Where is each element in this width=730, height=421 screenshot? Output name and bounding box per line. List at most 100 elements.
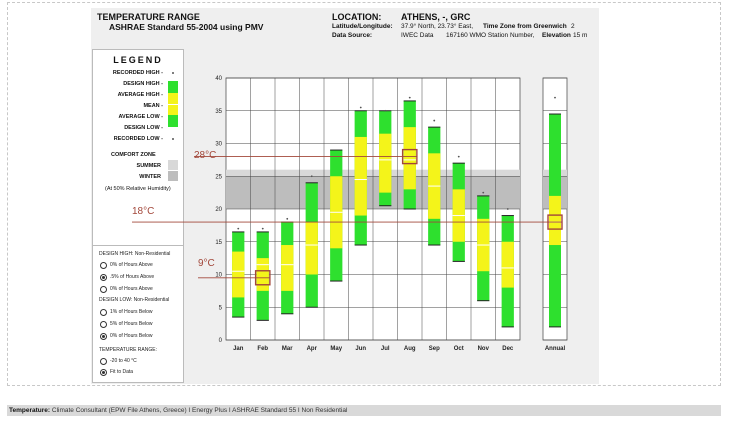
source-value: IWEC Data	[401, 32, 434, 39]
caption-label: Temperature:	[9, 407, 51, 414]
annotation-label: 28°C	[194, 150, 216, 161]
month-jun-average-range-bar	[354, 136, 367, 216]
annotation-label: 9°C	[198, 258, 215, 269]
legend-design-swatch-bottom	[168, 115, 178, 127]
legend-recorded-low: RECORDED LOW -	[113, 136, 163, 142]
x-tick-label: Feb	[257, 346, 268, 352]
design-low-radio-1[interactable]	[100, 321, 107, 328]
design-high-radio-1[interactable]	[100, 274, 107, 281]
y-tick-label: 25	[215, 174, 222, 180]
range-radio-1[interactable]	[100, 369, 107, 376]
legend-summer: SUMMER	[136, 163, 161, 169]
range-option-1: Fit to Data	[110, 369, 134, 375]
y-tick-label: 35	[215, 109, 222, 115]
x-tick-label: May	[330, 346, 342, 352]
y-tick-label: 20	[215, 207, 222, 213]
legend-design-swatch-top	[168, 81, 178, 93]
x-tick-label: Jan	[233, 346, 244, 352]
design-low-option-0: 1% of Hours Below	[110, 309, 153, 315]
y-tick-label: 10	[215, 273, 222, 279]
elevation-label: Elevation	[542, 32, 571, 39]
timezone-label: Time Zone from Greenwich	[483, 23, 567, 30]
design-high-radio-0[interactable]	[100, 262, 107, 269]
annotation-box	[401, 148, 418, 165]
station-value: 167160 WMO Station Number,	[446, 32, 535, 39]
month-oct-recorded-high-point	[457, 155, 460, 158]
month-jun-recorded-high-point	[359, 106, 362, 109]
y-tick-label: 40	[215, 76, 222, 82]
design-low-radio-0[interactable]	[100, 309, 107, 316]
month-nov-recorded-high-point	[482, 191, 485, 194]
legend-title: LEGEND	[113, 55, 163, 65]
month-dec-recorded-high-point	[506, 208, 509, 210]
legend-mean: MEAN -	[143, 103, 163, 109]
month-feb-recorded-high-point	[261, 227, 264, 230]
chart-title-line2: ASHRAE Standard 55-2004 using PMV	[109, 22, 264, 32]
legend-summer-swatch	[168, 160, 178, 170]
annual-label: Annual	[545, 346, 566, 352]
caption-text: Climate Consultant (EPW File Athens, Gre…	[50, 407, 348, 414]
annotation-box	[547, 214, 563, 230]
month-apr-recorded-high-point	[310, 175, 313, 178]
month-jul-average-range-bar	[379, 133, 392, 193]
design-low-option-1: 5% of Hours Below	[110, 321, 153, 327]
figure-frame	[7, 2, 721, 386]
chart-title-line1: TEMPERATURE RANGE	[97, 12, 200, 22]
month-sep-recorded-high-point	[433, 119, 436, 122]
month-aug-recorded-high-point	[408, 96, 411, 99]
x-tick-label: Aug	[404, 346, 416, 352]
design-low-heading: DESIGN LOW: Non-Residential	[99, 297, 170, 303]
x-tick-label: Jul	[381, 346, 390, 352]
month-dec-average-range-bar	[501, 241, 514, 288]
x-tick-label: Oct	[454, 346, 464, 352]
x-tick-label: Dec	[502, 346, 514, 352]
month-mar-average-range-bar	[281, 245, 294, 291]
y-tick-label: 30	[215, 142, 222, 148]
month-mar-recorded-high-point	[286, 217, 289, 220]
legend-average-high: AVERAGE HIGH -	[117, 92, 163, 98]
design-low-option-2: 0% of Hours Below	[110, 333, 153, 339]
x-tick-label: Jun	[355, 346, 366, 352]
annotation-label: 18°C	[132, 206, 154, 217]
legend-design-high: DESIGN HIGH -	[123, 81, 163, 87]
annual-average-range-bar	[549, 195, 561, 246]
month-jul-recorded-high-point	[384, 109, 387, 112]
source-label: Data Source:	[332, 32, 373, 39]
legend-winter: WINTER	[139, 174, 161, 180]
legend-recorded-high-marker	[172, 72, 174, 74]
annotation-box	[254, 270, 271, 286]
design-high-radio-2[interactable]	[100, 286, 107, 293]
month-jan-average-range-bar	[232, 251, 245, 298]
x-tick-label: Apr	[307, 346, 318, 352]
annual-recorded-high-point	[554, 96, 556, 99]
design-high-option-0: 0% of Hours Above	[110, 262, 153, 268]
x-tick-label: Sep	[429, 346, 440, 352]
timezone-value: 2	[571, 23, 575, 30]
legend-recorded-high: RECORDED HIGH -	[112, 70, 163, 76]
y-tick-label: 0	[219, 338, 223, 344]
legend-recorded-low-marker	[172, 138, 174, 140]
design-low-radio-2[interactable]	[100, 333, 107, 340]
range-radio-0[interactable]	[100, 358, 107, 365]
legend-average-low: AVERAGE LOW -	[118, 114, 163, 120]
legend-humidity-note: (At 50% Relative Humidity)	[105, 186, 171, 192]
y-tick-label: 5	[219, 305, 223, 311]
latlon-label: Latitude/Longitude:	[332, 23, 393, 30]
legend-comfort-zone: COMFORT ZONE	[111, 152, 156, 158]
month-aug-average-range-bar	[403, 127, 416, 190]
elevation-value: 15 m	[573, 32, 588, 39]
legend-winter-swatch	[168, 171, 178, 181]
latlon-value: 37.9° North, 23.73° East,	[401, 23, 474, 30]
x-tick-label: Nov	[478, 346, 490, 352]
figure-caption: Temperature: Climate Consultant (EPW Fil…	[7, 405, 721, 416]
location-label: LOCATION:	[332, 12, 382, 22]
month-feb-average-range-bar	[256, 258, 269, 291]
design-high-option-2: 0% of Hours Above	[110, 286, 153, 292]
legend-design-low: DESIGN LOW -	[124, 125, 163, 131]
range-option-0: -20 to 40 °C	[110, 358, 137, 364]
design-high-option-1: .5% of Hours Above	[110, 274, 155, 280]
design-high-heading: DESIGN HIGH: Non-Residential	[99, 251, 171, 257]
month-apr-average-range-bar	[305, 222, 318, 275]
legend-mean-line	[168, 104, 178, 105]
